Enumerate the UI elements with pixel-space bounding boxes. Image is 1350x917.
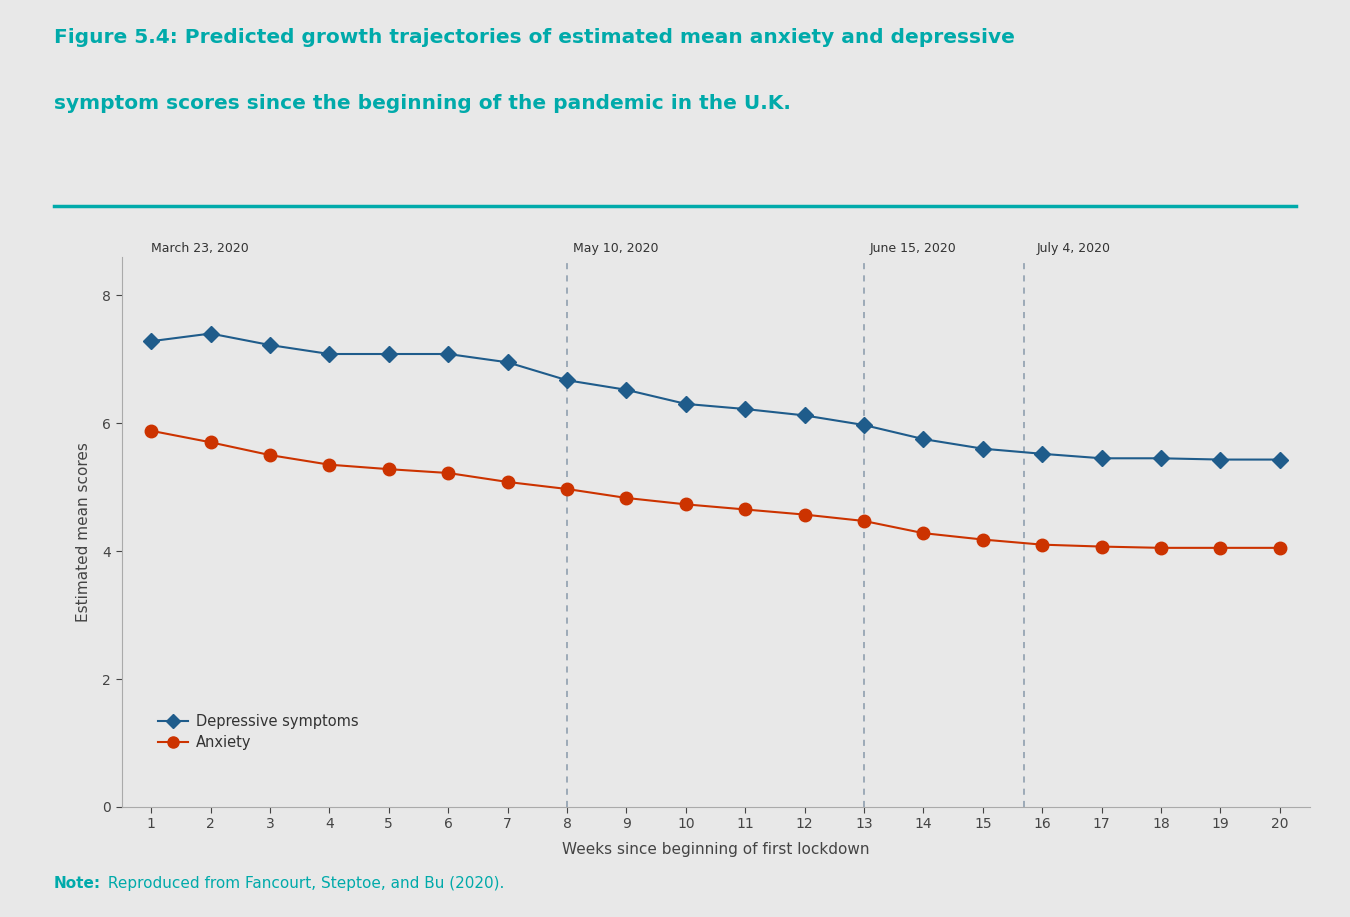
Legend: Depressive symptoms, Anxiety: Depressive symptoms, Anxiety <box>153 708 365 756</box>
Text: Note:: Note: <box>54 876 101 890</box>
Y-axis label: Estimated mean scores: Estimated mean scores <box>76 442 90 622</box>
Text: May 10, 2020: May 10, 2020 <box>572 242 659 256</box>
X-axis label: Weeks since beginning of first lockdown: Weeks since beginning of first lockdown <box>562 843 869 857</box>
Text: symptom scores since the beginning of the pandemic in the U.K.: symptom scores since the beginning of th… <box>54 94 791 113</box>
Text: Reproduced from Fancourt, Steptoe, and Bu (2020).: Reproduced from Fancourt, Steptoe, and B… <box>103 876 504 890</box>
Text: Figure 5.4: Predicted growth trajectories of estimated mean anxiety and depressi: Figure 5.4: Predicted growth trajectorie… <box>54 28 1015 47</box>
Text: March 23, 2020: March 23, 2020 <box>151 242 248 256</box>
Text: July 4, 2020: July 4, 2020 <box>1037 242 1110 256</box>
Text: June 15, 2020: June 15, 2020 <box>869 242 957 256</box>
